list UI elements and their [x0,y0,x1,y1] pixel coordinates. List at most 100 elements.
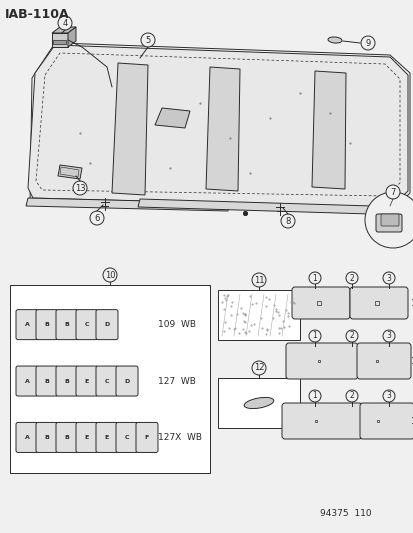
FancyBboxPatch shape [116,423,138,453]
FancyBboxPatch shape [281,403,361,439]
Circle shape [385,185,399,199]
Text: A: A [24,322,29,327]
Text: 10: 10 [104,271,115,279]
Circle shape [103,268,117,282]
Text: 109  WB: 109 WB [158,320,195,329]
Text: A: A [24,378,29,384]
FancyBboxPatch shape [56,310,78,340]
FancyBboxPatch shape [36,423,58,453]
FancyBboxPatch shape [76,423,98,453]
FancyBboxPatch shape [16,423,38,453]
Text: 6: 6 [94,214,100,222]
Circle shape [73,181,87,195]
Polygon shape [28,45,407,208]
Text: B: B [45,322,49,327]
Text: C: C [85,322,89,327]
FancyBboxPatch shape [96,423,118,453]
Text: B: B [64,435,69,440]
Polygon shape [30,43,409,213]
Circle shape [345,330,357,342]
Polygon shape [311,71,345,189]
FancyBboxPatch shape [218,290,299,340]
Text: 13: 13 [74,183,85,192]
Text: B: B [64,378,69,384]
FancyBboxPatch shape [291,287,349,319]
Circle shape [382,272,394,284]
FancyBboxPatch shape [375,214,401,232]
FancyBboxPatch shape [36,366,58,396]
Text: 127  WB: 127 WB [410,357,413,366]
Text: C: C [124,435,129,440]
Ellipse shape [244,398,273,409]
Circle shape [90,211,104,225]
FancyBboxPatch shape [136,423,158,453]
Text: 109  WB: 109 WB [410,298,413,308]
Text: 2: 2 [349,392,354,400]
Text: IAB-110A: IAB-110A [5,8,69,21]
Text: A: A [24,435,29,440]
Text: 2: 2 [349,273,354,282]
Polygon shape [112,63,147,195]
FancyBboxPatch shape [76,310,98,340]
Polygon shape [154,108,190,128]
FancyBboxPatch shape [36,310,58,340]
Polygon shape [58,165,82,179]
Circle shape [345,390,357,402]
FancyBboxPatch shape [16,310,38,340]
Text: 11: 11 [253,276,263,285]
Circle shape [382,390,394,402]
Text: B: B [45,378,49,384]
FancyBboxPatch shape [380,214,398,226]
Polygon shape [26,198,230,211]
Text: 4: 4 [62,19,67,28]
Text: E: E [85,378,89,384]
Polygon shape [138,199,404,215]
Text: 127X  WB: 127X WB [410,416,413,425]
Polygon shape [206,67,240,191]
Text: 2: 2 [349,332,354,341]
Text: 1: 1 [312,392,317,400]
FancyBboxPatch shape [116,366,138,396]
FancyBboxPatch shape [96,310,118,340]
Polygon shape [53,40,66,44]
FancyBboxPatch shape [16,366,38,396]
Circle shape [252,273,266,287]
Text: 1: 1 [312,332,317,341]
Circle shape [58,16,72,30]
Text: B: B [45,435,49,440]
Polygon shape [68,27,76,47]
Text: F: F [145,435,149,440]
FancyBboxPatch shape [359,403,413,439]
FancyBboxPatch shape [56,366,78,396]
Circle shape [252,361,266,375]
Text: 12: 12 [253,364,263,373]
FancyBboxPatch shape [285,343,357,379]
Text: 7: 7 [389,188,395,197]
Text: 3: 3 [386,273,391,282]
Text: D: D [124,378,129,384]
Text: 1: 1 [312,273,317,282]
Text: 3: 3 [386,392,391,400]
Text: E: E [85,435,89,440]
Text: 127  WB: 127 WB [158,376,195,385]
FancyBboxPatch shape [10,285,209,473]
Text: C: C [104,378,109,384]
FancyBboxPatch shape [349,287,407,319]
Text: 3: 3 [386,332,391,341]
Text: 9: 9 [365,38,370,47]
Text: 8: 8 [285,216,290,225]
Text: E: E [104,435,109,440]
Text: 5: 5 [145,36,150,44]
FancyBboxPatch shape [96,366,118,396]
Text: B: B [64,322,69,327]
Circle shape [308,390,320,402]
Polygon shape [52,27,76,33]
FancyBboxPatch shape [76,366,98,396]
Circle shape [382,330,394,342]
FancyBboxPatch shape [356,343,410,379]
Text: 127X  WB: 127X WB [158,433,202,442]
FancyBboxPatch shape [56,423,78,453]
Circle shape [364,192,413,248]
Circle shape [280,214,294,228]
Circle shape [345,272,357,284]
